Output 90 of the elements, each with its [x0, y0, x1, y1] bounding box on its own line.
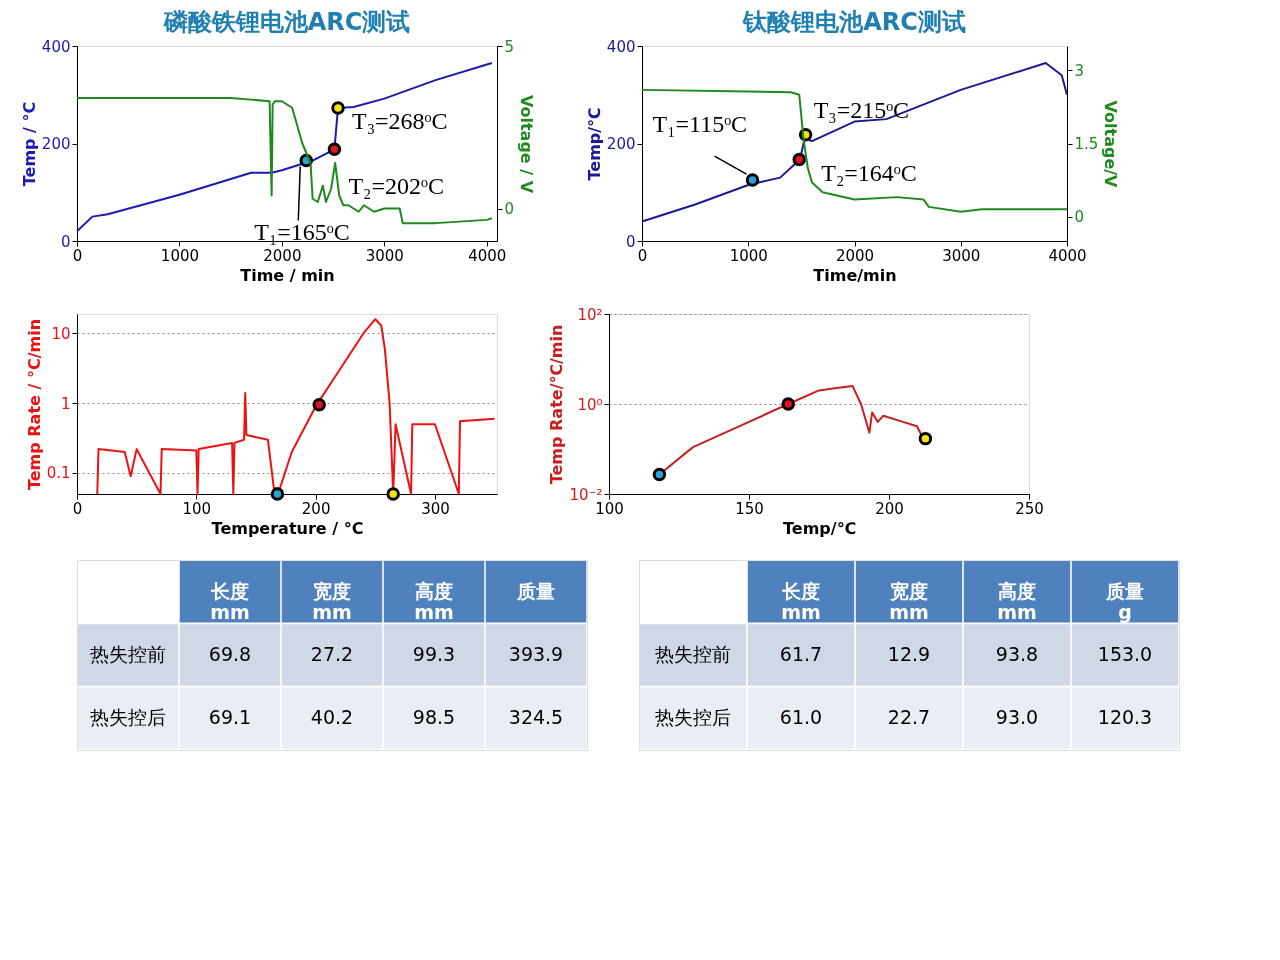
text: 27.2 — [310, 643, 354, 665]
text: 93.0 — [995, 706, 1039, 729]
text: 153.0 — [1097, 643, 1153, 665]
x-tick-label: 3000 — [942, 246, 981, 265]
annotation: T₃=215ᵒC — [813, 96, 910, 123]
x-axis-title: Temp/℃ — [783, 518, 856, 538]
point — [331, 101, 345, 115]
text: 69.8 — [208, 643, 252, 665]
text: 393.9 — [508, 643, 564, 665]
x-tick-label: 200 — [875, 499, 904, 518]
x-tick-label: 100 — [182, 499, 212, 518]
category-label: 宽度 mm — [889, 579, 929, 623]
x-tick-label: 2000 — [835, 246, 875, 265]
x-tick-label: 3000 — [365, 246, 404, 265]
point — [327, 142, 342, 157]
x-tick-label: 100 — [595, 499, 624, 518]
chart-title: 钛酸锂电池ARC测试 — [742, 8, 966, 36]
x-tick-label: 0 — [72, 499, 83, 518]
x-tick-label: 4000 — [468, 246, 507, 265]
text: 12.9 — [887, 643, 931, 665]
y-tick-label: 200 — [606, 135, 636, 153]
y-tick-label: 200 — [41, 135, 71, 153]
point — [652, 467, 667, 482]
chart-title: 磷酸铁锂电池ARC测试 — [162, 8, 411, 36]
annotation: T₃=268ᵒC — [352, 107, 448, 134]
x-tick-label: 1000 — [729, 246, 768, 265]
y2-tick-label: 0 — [504, 200, 515, 218]
y2-tick-label: 1.5 — [1074, 135, 1099, 153]
line-series — [641, 88, 1068, 213]
text: 69.1 — [208, 706, 252, 729]
point — [792, 152, 806, 167]
text: 61.7 — [779, 643, 823, 665]
text: 98.5 — [412, 706, 456, 729]
y-axis-title: Temp/℃ — [584, 107, 604, 181]
y-tick-label: 0 — [60, 232, 71, 251]
y-axis-title: Temp / °C — [19, 101, 39, 187]
category-label: 热失控后 — [655, 706, 731, 729]
y-tick-label: 10 — [51, 324, 71, 343]
text: 99.3 — [412, 643, 456, 665]
y2-tick-label: 5 — [504, 37, 515, 56]
y-axis-title: Temp Rate / °C/min — [24, 318, 44, 491]
y2-axis-title: Voltage / V — [517, 94, 537, 194]
point — [781, 397, 795, 411]
y-tick-label: 10² — [577, 305, 603, 324]
y-tick-label: 0 — [625, 232, 636, 251]
text: 93.8 — [995, 643, 1039, 665]
category-label: 长度 mm — [210, 579, 250, 623]
x-tick-label: 150 — [735, 499, 764, 518]
line-series — [641, 62, 1068, 223]
annotation: T₂=202ᵒC — [348, 173, 444, 200]
point — [745, 173, 760, 187]
line-series — [76, 97, 493, 225]
category-label: 高度 mm — [414, 579, 454, 623]
x-axis-title: Time/min — [813, 265, 897, 285]
annotation: T₁=115ᵒC — [652, 111, 748, 138]
category-label: 长度 mm — [781, 579, 821, 623]
y-axis-title: Temp Rate/℃/min — [547, 324, 567, 485]
y-tick-label: 1 — [60, 394, 71, 413]
text: 40.2 — [310, 706, 354, 729]
category-label: 宽度 mm — [312, 579, 352, 623]
category-label: 热失控后 — [90, 706, 166, 729]
x-tick-label: 2000 — [263, 246, 302, 265]
x-tick-label: 200 — [301, 499, 331, 518]
y-tick-label: 400 — [606, 37, 636, 56]
category-label: 热失控前 — [655, 643, 731, 665]
category-label: 质量 g — [1105, 579, 1144, 623]
annotation: T₂=164ᵒC — [821, 159, 917, 186]
point — [918, 431, 933, 446]
category-label: 热失控前 — [90, 643, 166, 665]
category-label: 高度 mm — [997, 579, 1037, 623]
text: 22.7 — [887, 706, 931, 729]
x-axis-title: Time / min — [240, 265, 335, 285]
x-tick-label: 4000 — [1048, 246, 1087, 265]
category-label: 质量 — [516, 579, 555, 602]
x-tick-label: 250 — [1015, 499, 1044, 518]
x-tick-label: 1000 — [160, 246, 200, 265]
y-tick-label: 10⁰ — [577, 395, 603, 414]
y-tick-label: 0.1 — [46, 464, 71, 483]
x-tick-label: 300 — [421, 499, 450, 518]
x-axis-title: Temperature / °C — [211, 518, 364, 538]
x-tick-label: 0 — [637, 246, 648, 265]
x-tick-label: 0 — [72, 246, 83, 265]
text: 120.3 — [1097, 706, 1153, 729]
text: 324.5 — [508, 706, 564, 729]
y2-axis-title: Voltage/V — [1101, 100, 1121, 189]
y-tick-label: 400 — [41, 37, 71, 56]
annotation: T₁=165ᵒC — [254, 218, 350, 245]
y2-tick-label: 3 — [1074, 61, 1085, 80]
text: 61.0 — [779, 706, 823, 729]
y2-tick-label: 0 — [1074, 208, 1085, 227]
